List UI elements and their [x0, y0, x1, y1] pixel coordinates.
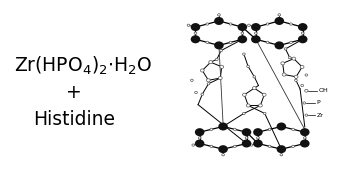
Circle shape — [305, 114, 308, 116]
Circle shape — [253, 128, 263, 136]
Circle shape — [252, 87, 256, 90]
Circle shape — [209, 61, 212, 64]
Text: Zr(HPO$_4$)$_2$$\cdot$H$_2$O: Zr(HPO$_4$)$_2$$\cdot$H$_2$O — [14, 55, 153, 77]
Circle shape — [292, 145, 294, 148]
Circle shape — [292, 57, 296, 60]
Circle shape — [220, 65, 224, 68]
Circle shape — [246, 104, 250, 107]
Circle shape — [243, 53, 245, 55]
Circle shape — [290, 23, 292, 25]
Circle shape — [214, 41, 224, 49]
Circle shape — [277, 122, 286, 130]
Text: Histidine: Histidine — [33, 110, 115, 129]
Circle shape — [229, 41, 232, 43]
Circle shape — [207, 83, 210, 85]
Circle shape — [268, 128, 271, 130]
Circle shape — [210, 145, 213, 148]
Circle shape — [195, 140, 205, 148]
Circle shape — [190, 79, 193, 81]
Circle shape — [218, 145, 228, 153]
Circle shape — [242, 140, 251, 148]
Circle shape — [187, 24, 190, 26]
Circle shape — [300, 140, 310, 148]
Circle shape — [251, 35, 261, 43]
Circle shape — [254, 32, 257, 34]
Circle shape — [219, 77, 222, 80]
Circle shape — [222, 154, 224, 156]
Circle shape — [233, 145, 236, 148]
Circle shape — [229, 23, 232, 25]
Circle shape — [215, 58, 218, 61]
Circle shape — [253, 76, 256, 78]
Circle shape — [195, 91, 197, 94]
Circle shape — [266, 41, 269, 43]
Circle shape — [289, 56, 291, 59]
Circle shape — [237, 23, 247, 31]
Circle shape — [298, 23, 307, 31]
Circle shape — [280, 154, 283, 156]
Circle shape — [294, 75, 298, 78]
Text: Zr: Zr — [317, 113, 324, 118]
Circle shape — [248, 24, 250, 26]
Circle shape — [301, 84, 303, 87]
Circle shape — [191, 35, 200, 43]
Circle shape — [253, 140, 263, 148]
Circle shape — [206, 23, 209, 25]
Circle shape — [242, 128, 251, 136]
Circle shape — [281, 62, 285, 65]
Circle shape — [218, 122, 228, 130]
Circle shape — [214, 17, 224, 25]
Text: P: P — [317, 100, 320, 105]
Circle shape — [195, 128, 205, 136]
Circle shape — [247, 65, 249, 67]
Circle shape — [290, 41, 292, 43]
Circle shape — [300, 128, 310, 136]
Circle shape — [305, 89, 308, 92]
Circle shape — [301, 32, 304, 34]
Circle shape — [300, 65, 304, 69]
Circle shape — [258, 104, 262, 107]
Circle shape — [191, 23, 200, 31]
Circle shape — [268, 145, 271, 148]
Circle shape — [220, 49, 222, 52]
Circle shape — [251, 23, 261, 31]
Circle shape — [206, 41, 209, 43]
Circle shape — [282, 73, 286, 76]
Circle shape — [266, 23, 269, 25]
Circle shape — [292, 128, 294, 130]
Circle shape — [218, 14, 220, 16]
Text: +: + — [66, 83, 82, 102]
Circle shape — [257, 137, 259, 139]
Circle shape — [305, 74, 308, 76]
Circle shape — [264, 112, 266, 115]
Circle shape — [284, 48, 287, 50]
Circle shape — [206, 79, 210, 82]
Circle shape — [241, 32, 244, 34]
Circle shape — [243, 93, 246, 96]
Circle shape — [201, 93, 203, 95]
Circle shape — [278, 14, 281, 16]
Circle shape — [295, 79, 297, 81]
Circle shape — [277, 145, 286, 153]
Circle shape — [243, 112, 245, 115]
Circle shape — [250, 144, 253, 146]
Circle shape — [298, 35, 307, 43]
Circle shape — [201, 69, 204, 72]
Circle shape — [237, 35, 247, 43]
Circle shape — [262, 93, 266, 96]
Circle shape — [303, 137, 306, 139]
Circle shape — [303, 102, 306, 104]
Text: OH: OH — [319, 88, 329, 93]
Circle shape — [192, 144, 195, 146]
Circle shape — [210, 128, 213, 130]
Circle shape — [274, 41, 284, 49]
Circle shape — [245, 137, 248, 139]
Circle shape — [198, 137, 201, 139]
Circle shape — [233, 128, 236, 130]
Circle shape — [274, 17, 284, 25]
Circle shape — [194, 32, 197, 34]
